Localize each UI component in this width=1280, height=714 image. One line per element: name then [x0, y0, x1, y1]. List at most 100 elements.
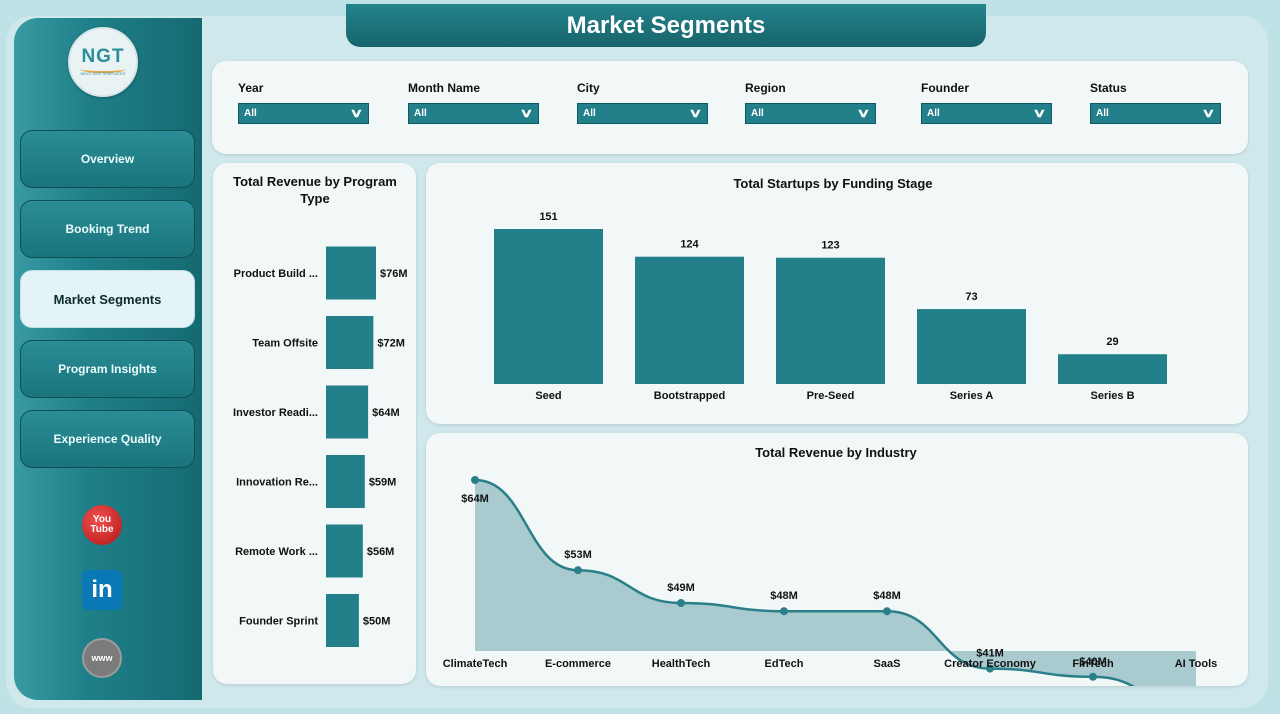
program-type-data-label-5: $50M [363, 616, 391, 628]
program-type-chart: Product Build ... $76M Team Offsite $72M Inv… [233, 246, 408, 647]
program-type-category-label-0: Product Build ... [234, 268, 318, 280]
filter-label-0: Year [238, 81, 264, 95]
funding-stage-category-label-0: Seed [535, 390, 561, 402]
industry-point-1 [574, 566, 582, 575]
industry-data-label-2: $49M [667, 582, 695, 594]
industry-category-label-2: HealthTech [652, 658, 711, 670]
filter-dropdown-2[interactable]: All ∨ [577, 103, 708, 124]
funding-stage-category-label-4: Series B [1090, 390, 1134, 402]
funding-stage-bar-3 [917, 309, 1026, 384]
program-type-category-label-1: Team Offsite [252, 338, 318, 350]
program-type-bar-4 [326, 524, 363, 578]
linkedin-icon[interactable]: in [82, 570, 122, 610]
filter-value-4: All [927, 108, 940, 119]
industry-chart-title: Total Revenue by Industry [755, 445, 917, 460]
filter-value-3: All [751, 108, 764, 119]
industry-data-label-4: $48M [873, 590, 901, 602]
program-type-bar-3 [326, 455, 365, 508]
chevron-down-icon: ∨ [856, 106, 871, 120]
filter-dropdown-1[interactable]: All ∨ [408, 103, 539, 124]
industry-area-fill [475, 480, 1196, 686]
industry-category-label-6: FinTech [1072, 658, 1114, 670]
industry-category-label-3: EdTech [765, 658, 804, 670]
industry-category-label-1: E-commerce [545, 658, 611, 670]
industry-point-3 [780, 607, 788, 616]
filter-dropdown-5[interactable]: All ∨ [1090, 103, 1221, 124]
nav-market-segments[interactable]: Market Segments [20, 270, 195, 328]
funding-stage-chart: 151 Seed 124 Bootstrapped 123 Pre-Seed 73 Serie… [494, 211, 1167, 402]
funding-stage-bar-1 [635, 256, 744, 384]
industry-category-label-5: Creator Economy [944, 658, 1037, 670]
industry-point-5 [986, 664, 994, 673]
funding-stage-chart-title: Total Startups by Funding Stage [733, 176, 933, 191]
youtube-icon-text-top: You [92, 514, 112, 525]
program-type-category-label-4: Remote Work ... [235, 546, 318, 558]
industry-data-label-6: $40M [1079, 656, 1107, 668]
funding-stage-data-label-1: 124 [680, 239, 699, 251]
program-type-data-label-4: $56M [367, 546, 395, 558]
funding-stage-category-label-2: Pre-Seed [807, 390, 855, 402]
funding-stage-data-label-3: 73 [965, 291, 977, 303]
industry-category-label-4: SaaS [874, 658, 901, 670]
filter-label-5: Status [1090, 81, 1127, 95]
logo-text: NGT [81, 46, 125, 67]
program-type-category-label-5: Founder Sprint [239, 616, 318, 628]
funding-stage-bar-2 [776, 257, 885, 384]
program-type-category-label-2: Investor Readi... [233, 407, 318, 419]
industry-point-0 [471, 476, 479, 484]
industry-data-label-5: $41M [976, 648, 1004, 660]
industry-data-label-3: $48M [770, 590, 798, 602]
filters-panel [212, 61, 1248, 154]
filter-value-2: All [583, 108, 596, 119]
filter-value-5: All [1096, 108, 1109, 119]
filter-dropdown-4[interactable]: All ∨ [921, 103, 1052, 124]
funding-stage-data-label-2: 123 [821, 240, 839, 252]
website-globe-icon[interactable]: www [82, 638, 122, 678]
industry-chart: $64M ClimateTech $53M E-commerce $49M HealthT… [443, 476, 1218, 686]
program-type-panel [213, 163, 416, 684]
program-type-bar-5 [326, 594, 359, 647]
filter-dropdown-3[interactable]: All ∨ [745, 103, 876, 124]
program-type-data-label-2: $64M [372, 407, 400, 419]
chevron-down-icon: ∨ [688, 106, 703, 120]
nav-overview[interactable]: Overview [20, 130, 195, 188]
program-type-data-label-3: $59M [369, 477, 397, 489]
industry-data-label-1: $53M [564, 549, 592, 561]
industry-point-2 [677, 599, 685, 607]
filter-label-1: Month Name [408, 81, 480, 95]
logo-subtitle: NEXT GEN TEMPLATES [80, 71, 126, 76]
logo-swoosh [80, 65, 126, 73]
chevron-down-icon: ∨ [1032, 106, 1047, 120]
filter-label-2: City [577, 81, 600, 95]
ngt-logo: NGT NEXT GEN TEMPLATES [68, 27, 138, 97]
nav-experience-quality[interactable]: Experience Quality [20, 410, 195, 468]
industry-category-label-7: AI Tools [1175, 658, 1218, 670]
filter-value-1: All [414, 108, 427, 119]
funding-stage-data-label-0: 151 [539, 211, 557, 223]
filter-dropdown-0[interactable]: All ∨ [238, 103, 369, 124]
program-type-data-label-1: $72M [377, 338, 405, 350]
industry-category-label-0: ClimateTech [443, 658, 508, 670]
funding-stage-category-label-3: Series A [950, 390, 994, 402]
chevron-down-icon: ∨ [349, 106, 364, 120]
industry-point-4 [883, 607, 891, 616]
youtube-icon-text-bottom: Tube [90, 524, 114, 535]
nav-program-insights[interactable]: Program Insights [20, 340, 195, 398]
chevron-down-icon: ∨ [1201, 106, 1216, 120]
program-type-chart-title: Total Revenue by Program Type [233, 174, 397, 206]
industry-data-label-0: $64M [461, 493, 489, 505]
nav-booking-trend[interactable]: Booking Trend [20, 200, 195, 258]
chevron-down-icon: ∨ [519, 106, 534, 120]
youtube-icon[interactable]: You Tube [82, 505, 122, 545]
program-type-bar-1 [326, 316, 374, 369]
filter-label-4: Founder [921, 81, 969, 95]
industry-point-6 [1089, 672, 1097, 681]
filter-label-3: Region [745, 81, 786, 95]
funding-stage-bar-0 [494, 229, 603, 384]
funding-stage-data-label-4: 29 [1106, 336, 1118, 348]
program-type-category-label-3: Innovation Re... [236, 477, 318, 489]
program-type-bar-2 [326, 385, 369, 439]
filter-value-0: All [244, 108, 257, 119]
program-type-data-label-0: $76M [380, 268, 408, 280]
page-title: Market Segments [346, 4, 986, 47]
